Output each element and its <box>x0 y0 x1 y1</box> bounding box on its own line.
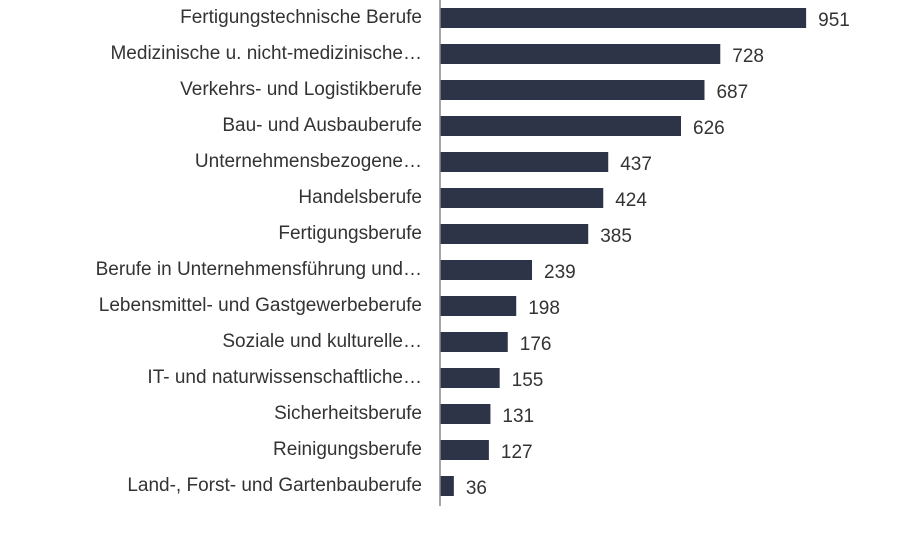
category-label: Land-, Forst- und Gartenbauberufe <box>127 475 422 496</box>
value-label: 626 <box>693 118 725 139</box>
bar <box>440 296 517 316</box>
value-label: 36 <box>466 478 487 499</box>
category-label: Lebensmittel- und Gastgewerbeberufe <box>99 295 422 316</box>
value-label: 437 <box>620 154 652 175</box>
category-label: Medizinische u. nicht-medizinische… <box>110 43 422 64</box>
category-label: Reinigungsberufe <box>273 439 422 460</box>
bar <box>440 116 682 136</box>
bar <box>440 368 500 388</box>
value-label: 239 <box>544 262 576 283</box>
bar <box>440 224 589 244</box>
value-label: 176 <box>520 334 552 355</box>
bar <box>440 332 508 352</box>
bar <box>440 440 489 460</box>
category-label: Bau- und Ausbauberufe <box>222 115 422 136</box>
value-label: 951 <box>818 10 850 31</box>
category-label: Verkehrs- und Logistikberufe <box>180 79 422 100</box>
bar <box>440 404 491 424</box>
category-label: Handelsberufe <box>298 187 422 208</box>
category-label: Berufe in Unternehmensführung und… <box>96 259 422 280</box>
category-label: Soziale und kulturelle… <box>222 331 422 352</box>
bar <box>440 80 705 100</box>
category-label: IT- und naturwissenschaftliche… <box>147 367 422 388</box>
bar <box>440 152 609 172</box>
value-label: 131 <box>502 406 534 427</box>
bar <box>440 8 807 28</box>
value-label: 127 <box>501 442 533 463</box>
value-label: 424 <box>615 190 647 211</box>
category-label: Sicherheitsberufe <box>274 403 422 424</box>
value-label: 155 <box>512 370 544 391</box>
bar <box>440 188 604 208</box>
value-label: 385 <box>600 226 632 247</box>
value-label: 198 <box>528 298 560 319</box>
bar <box>440 44 721 64</box>
category-label: Fertigungstechnische Berufe <box>180 7 422 28</box>
category-label: Fertigungsberufe <box>278 223 422 244</box>
value-label: 687 <box>716 82 748 103</box>
bar <box>440 476 454 496</box>
value-label: 728 <box>732 46 764 67</box>
bar <box>440 260 533 280</box>
category-label: Unternehmensbezogene… <box>195 151 422 172</box>
